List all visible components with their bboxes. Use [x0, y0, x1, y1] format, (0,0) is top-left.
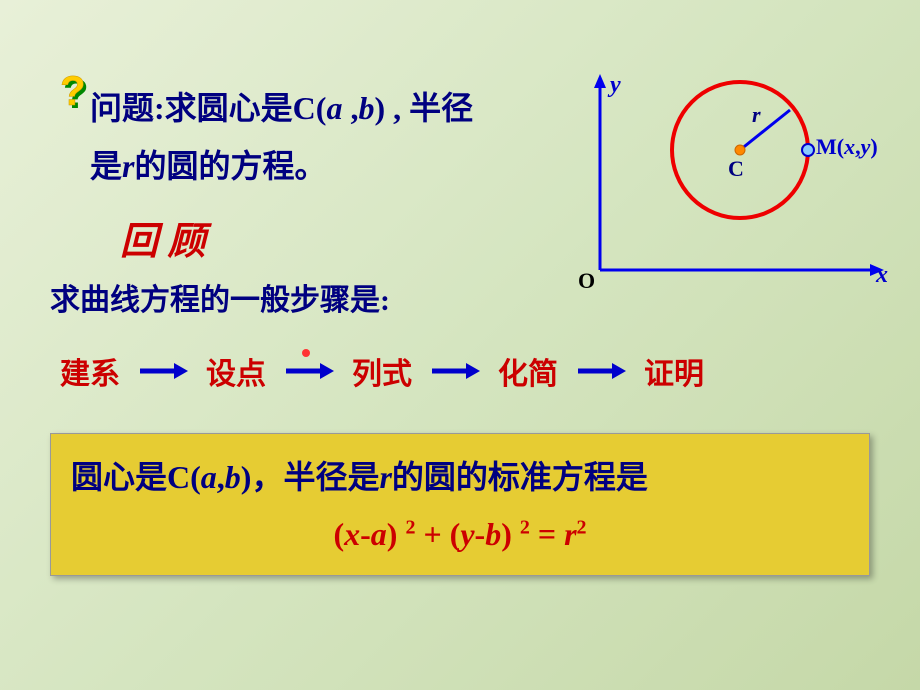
- problem-suffix1: ) , 半径: [374, 90, 473, 126]
- f-sq2: 2: [520, 517, 530, 539]
- f-minus2: -: [475, 516, 486, 552]
- step-5: 证明: [644, 349, 704, 393]
- result-line1: 圆心是C(a,b)，半径是r的圆的标准方程是: [71, 452, 849, 498]
- problem-line2-suffix: 的圆的方程。: [134, 148, 326, 184]
- result-r: r: [379, 459, 391, 495]
- f-y: y: [460, 516, 474, 552]
- f-close1: ): [387, 516, 406, 552]
- f-plus: +: [415, 516, 449, 552]
- f-eq: =: [530, 516, 564, 552]
- result-suffix: 的圆的标准方程是: [392, 459, 648, 495]
- coordinate-diagram: y x O C r M(x,y): [580, 70, 890, 290]
- m-prefix: M(: [816, 134, 844, 159]
- arrow-icon: [284, 361, 334, 381]
- result-prefix: 圆心是C(: [71, 459, 201, 495]
- problem-prefix: 问题:求圆心是C(: [90, 90, 326, 126]
- m-x: x: [844, 134, 855, 159]
- f-open1: (: [333, 516, 344, 552]
- arrow-icon: [576, 361, 626, 381]
- y-axis-label: y: [610, 72, 621, 99]
- m-close: ): [870, 134, 877, 159]
- svg-text:?: ?: [60, 70, 86, 114]
- result-mid2: )，半径是: [241, 459, 380, 495]
- center-label: C: [728, 156, 744, 182]
- radius-label: r: [752, 102, 761, 128]
- problem-var-a: a: [326, 90, 342, 126]
- problem-statement: 问题:求圆心是C(a ,b) , 半径 是r的圆的方程。: [90, 80, 610, 195]
- f-sq3: 2: [577, 517, 587, 539]
- result-a: a: [201, 459, 217, 495]
- step-2: 设点: [206, 349, 266, 393]
- result-formula: (x-a) 2 + (y-b) 2 = r2: [71, 516, 849, 553]
- f-r: r: [564, 516, 576, 552]
- steps-row: 建系 设点 列式 化简 证明: [50, 349, 870, 393]
- point-m-label: M(x,y): [816, 134, 878, 160]
- step-3: 列式: [352, 349, 412, 393]
- result-b: b: [225, 459, 241, 495]
- slide-container: ? ? 问题:求圆心是C(a ,b) , 半径 是r的圆的方程。 回 顾 求曲线…: [0, 0, 920, 690]
- origin-label: O: [578, 268, 595, 294]
- f-open2: (: [450, 516, 461, 552]
- result-box: 圆心是C(a,b)，半径是r的圆的标准方程是 (x-a) 2 + (y-b) 2…: [50, 433, 870, 576]
- f-close2: ): [501, 516, 520, 552]
- f-a: a: [371, 516, 387, 552]
- result-mid: ,: [217, 459, 225, 495]
- problem-var-r: r: [122, 148, 134, 184]
- question-mark-icon: ? ?: [55, 70, 103, 118]
- step-4: 化简: [498, 349, 558, 393]
- arrow-icon: [138, 361, 188, 381]
- laser-pointer-dot: [302, 349, 310, 357]
- f-sq1: 2: [405, 517, 415, 539]
- problem-line2-prefix: 是: [90, 148, 122, 184]
- step-1: 建系: [60, 349, 120, 393]
- m-y: y: [861, 134, 871, 159]
- problem-var-b: b: [358, 90, 374, 126]
- f-x: x: [344, 516, 360, 552]
- x-axis-label: x: [876, 262, 888, 289]
- f-b: b: [485, 516, 501, 552]
- problem-comma: ,: [342, 90, 358, 126]
- arrow-icon: [430, 361, 480, 381]
- f-minus1: -: [360, 516, 371, 552]
